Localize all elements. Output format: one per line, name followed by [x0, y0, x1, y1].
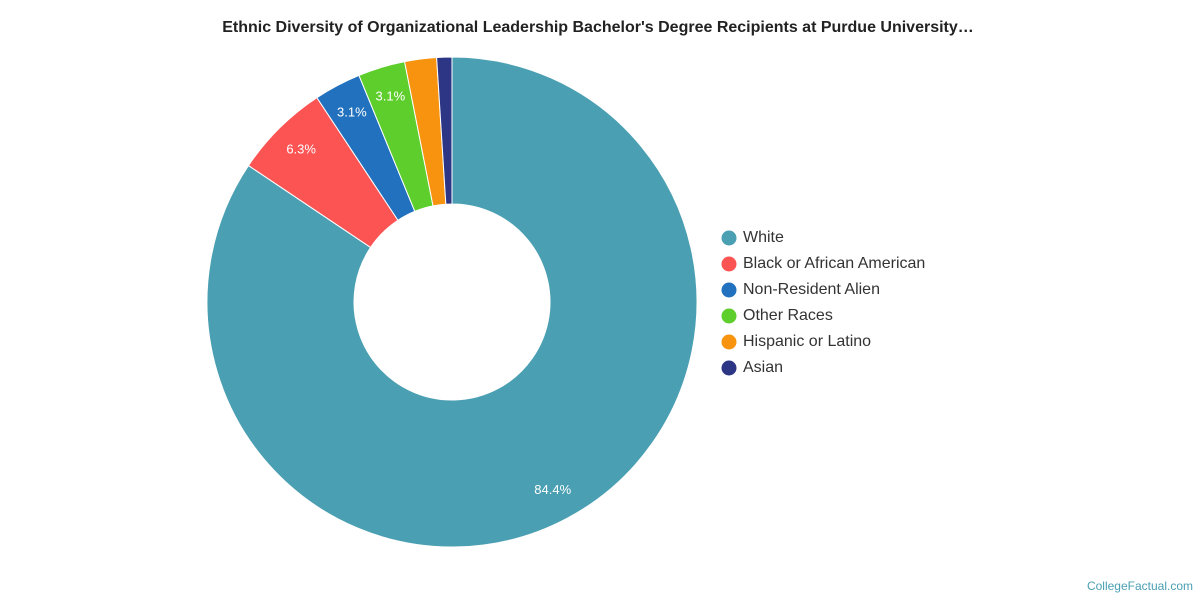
source-credit[interactable]: CollegeFactual.com [1087, 579, 1193, 593]
legend-marker [721, 230, 737, 246]
legend-marker [721, 360, 737, 376]
legend-label: Black or African American [743, 255, 925, 272]
legend-label: Asian [743, 359, 783, 376]
donut-slice [436, 56, 453, 205]
slice-label: 3.1% [337, 104, 367, 119]
legend-marker [721, 334, 737, 350]
legend-label: Other Races [743, 307, 833, 324]
chart-title: Ethnic Diversity of Organizational Leade… [222, 19, 974, 36]
legend-label: Non-Resident Alien [743, 281, 880, 298]
slice-label: 3.1% [376, 89, 406, 104]
legend-marker [721, 256, 737, 272]
slice-label: 84.4% [534, 482, 571, 497]
legend-marker [721, 282, 737, 298]
legend-marker [721, 308, 737, 324]
donut-slice [206, 56, 698, 548]
slice-label: 6.3% [286, 142, 316, 157]
legend-label: White [743, 229, 784, 246]
legend-label: Hispanic or Latino [743, 333, 871, 350]
